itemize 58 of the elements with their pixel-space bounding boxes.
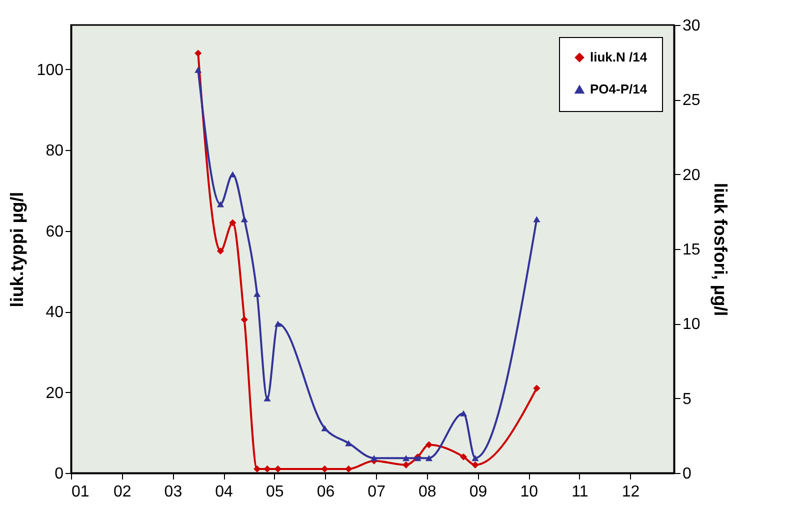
x-tick-label: 06 bbox=[316, 484, 335, 500]
point bbox=[254, 465, 261, 472]
y2-tick-label: 5 bbox=[682, 390, 692, 408]
point bbox=[460, 453, 468, 460]
y2-tick-label: 30 bbox=[682, 18, 700, 34]
y-axis-title: liuk.typpi µg/l bbox=[6, 192, 27, 308]
point bbox=[240, 216, 248, 222]
y2-tick-label: 20 bbox=[682, 166, 700, 184]
point bbox=[194, 66, 202, 73]
point bbox=[345, 440, 352, 446]
point bbox=[274, 320, 282, 327]
point bbox=[240, 316, 248, 324]
x-tick-label: 03 bbox=[164, 484, 182, 500]
y-tick-label: 80 bbox=[46, 142, 64, 160]
x-tick-label: 12 bbox=[622, 484, 640, 500]
y2-tick-label: 25 bbox=[682, 92, 700, 110]
x-tick-label: 04 bbox=[215, 484, 234, 500]
point bbox=[533, 384, 540, 392]
point bbox=[229, 171, 236, 178]
point bbox=[345, 465, 352, 472]
point bbox=[460, 410, 468, 416]
y2-tick-label: 10 bbox=[682, 316, 700, 334]
point bbox=[425, 455, 432, 462]
point bbox=[402, 455, 410, 462]
y-tick-label: 60 bbox=[46, 223, 64, 240]
point bbox=[472, 455, 479, 462]
legend-label: PO4-P/14 bbox=[590, 82, 648, 96]
point bbox=[254, 290, 261, 297]
x-tick-label: 09 bbox=[469, 484, 488, 500]
point bbox=[425, 441, 432, 448]
point bbox=[216, 247, 224, 255]
point bbox=[402, 461, 410, 468]
point bbox=[229, 219, 236, 226]
x-tick-label: 10 bbox=[520, 484, 538, 500]
point bbox=[264, 395, 271, 402]
y-tick-label: 0 bbox=[54, 466, 64, 482]
y-tick-label: 20 bbox=[46, 384, 64, 402]
point bbox=[216, 201, 224, 208]
point bbox=[264, 465, 271, 472]
point bbox=[472, 461, 479, 468]
y2-tick-label: 15 bbox=[682, 242, 700, 258]
x-tick-label: 01 bbox=[72, 484, 90, 500]
y2-axis-title: liuk fosfori, µg/l bbox=[710, 182, 730, 316]
y2-tick-label: 0 bbox=[682, 466, 692, 482]
x-tick-label: 05 bbox=[266, 484, 284, 500]
y-tick-label: 100 bbox=[36, 62, 64, 79]
y-tick-label: 40 bbox=[46, 304, 64, 322]
legend-label: liuk.N /14 bbox=[590, 50, 648, 64]
point bbox=[321, 465, 328, 472]
point bbox=[321, 425, 328, 432]
x-tick-label: 02 bbox=[113, 484, 132, 500]
point bbox=[194, 50, 202, 57]
x-tick-label: 07 bbox=[368, 484, 386, 500]
point bbox=[370, 455, 378, 462]
x-tick-label: 11 bbox=[572, 484, 588, 500]
point bbox=[533, 216, 540, 222]
x-tick-label: 08 bbox=[418, 484, 436, 500]
point bbox=[274, 465, 282, 472]
